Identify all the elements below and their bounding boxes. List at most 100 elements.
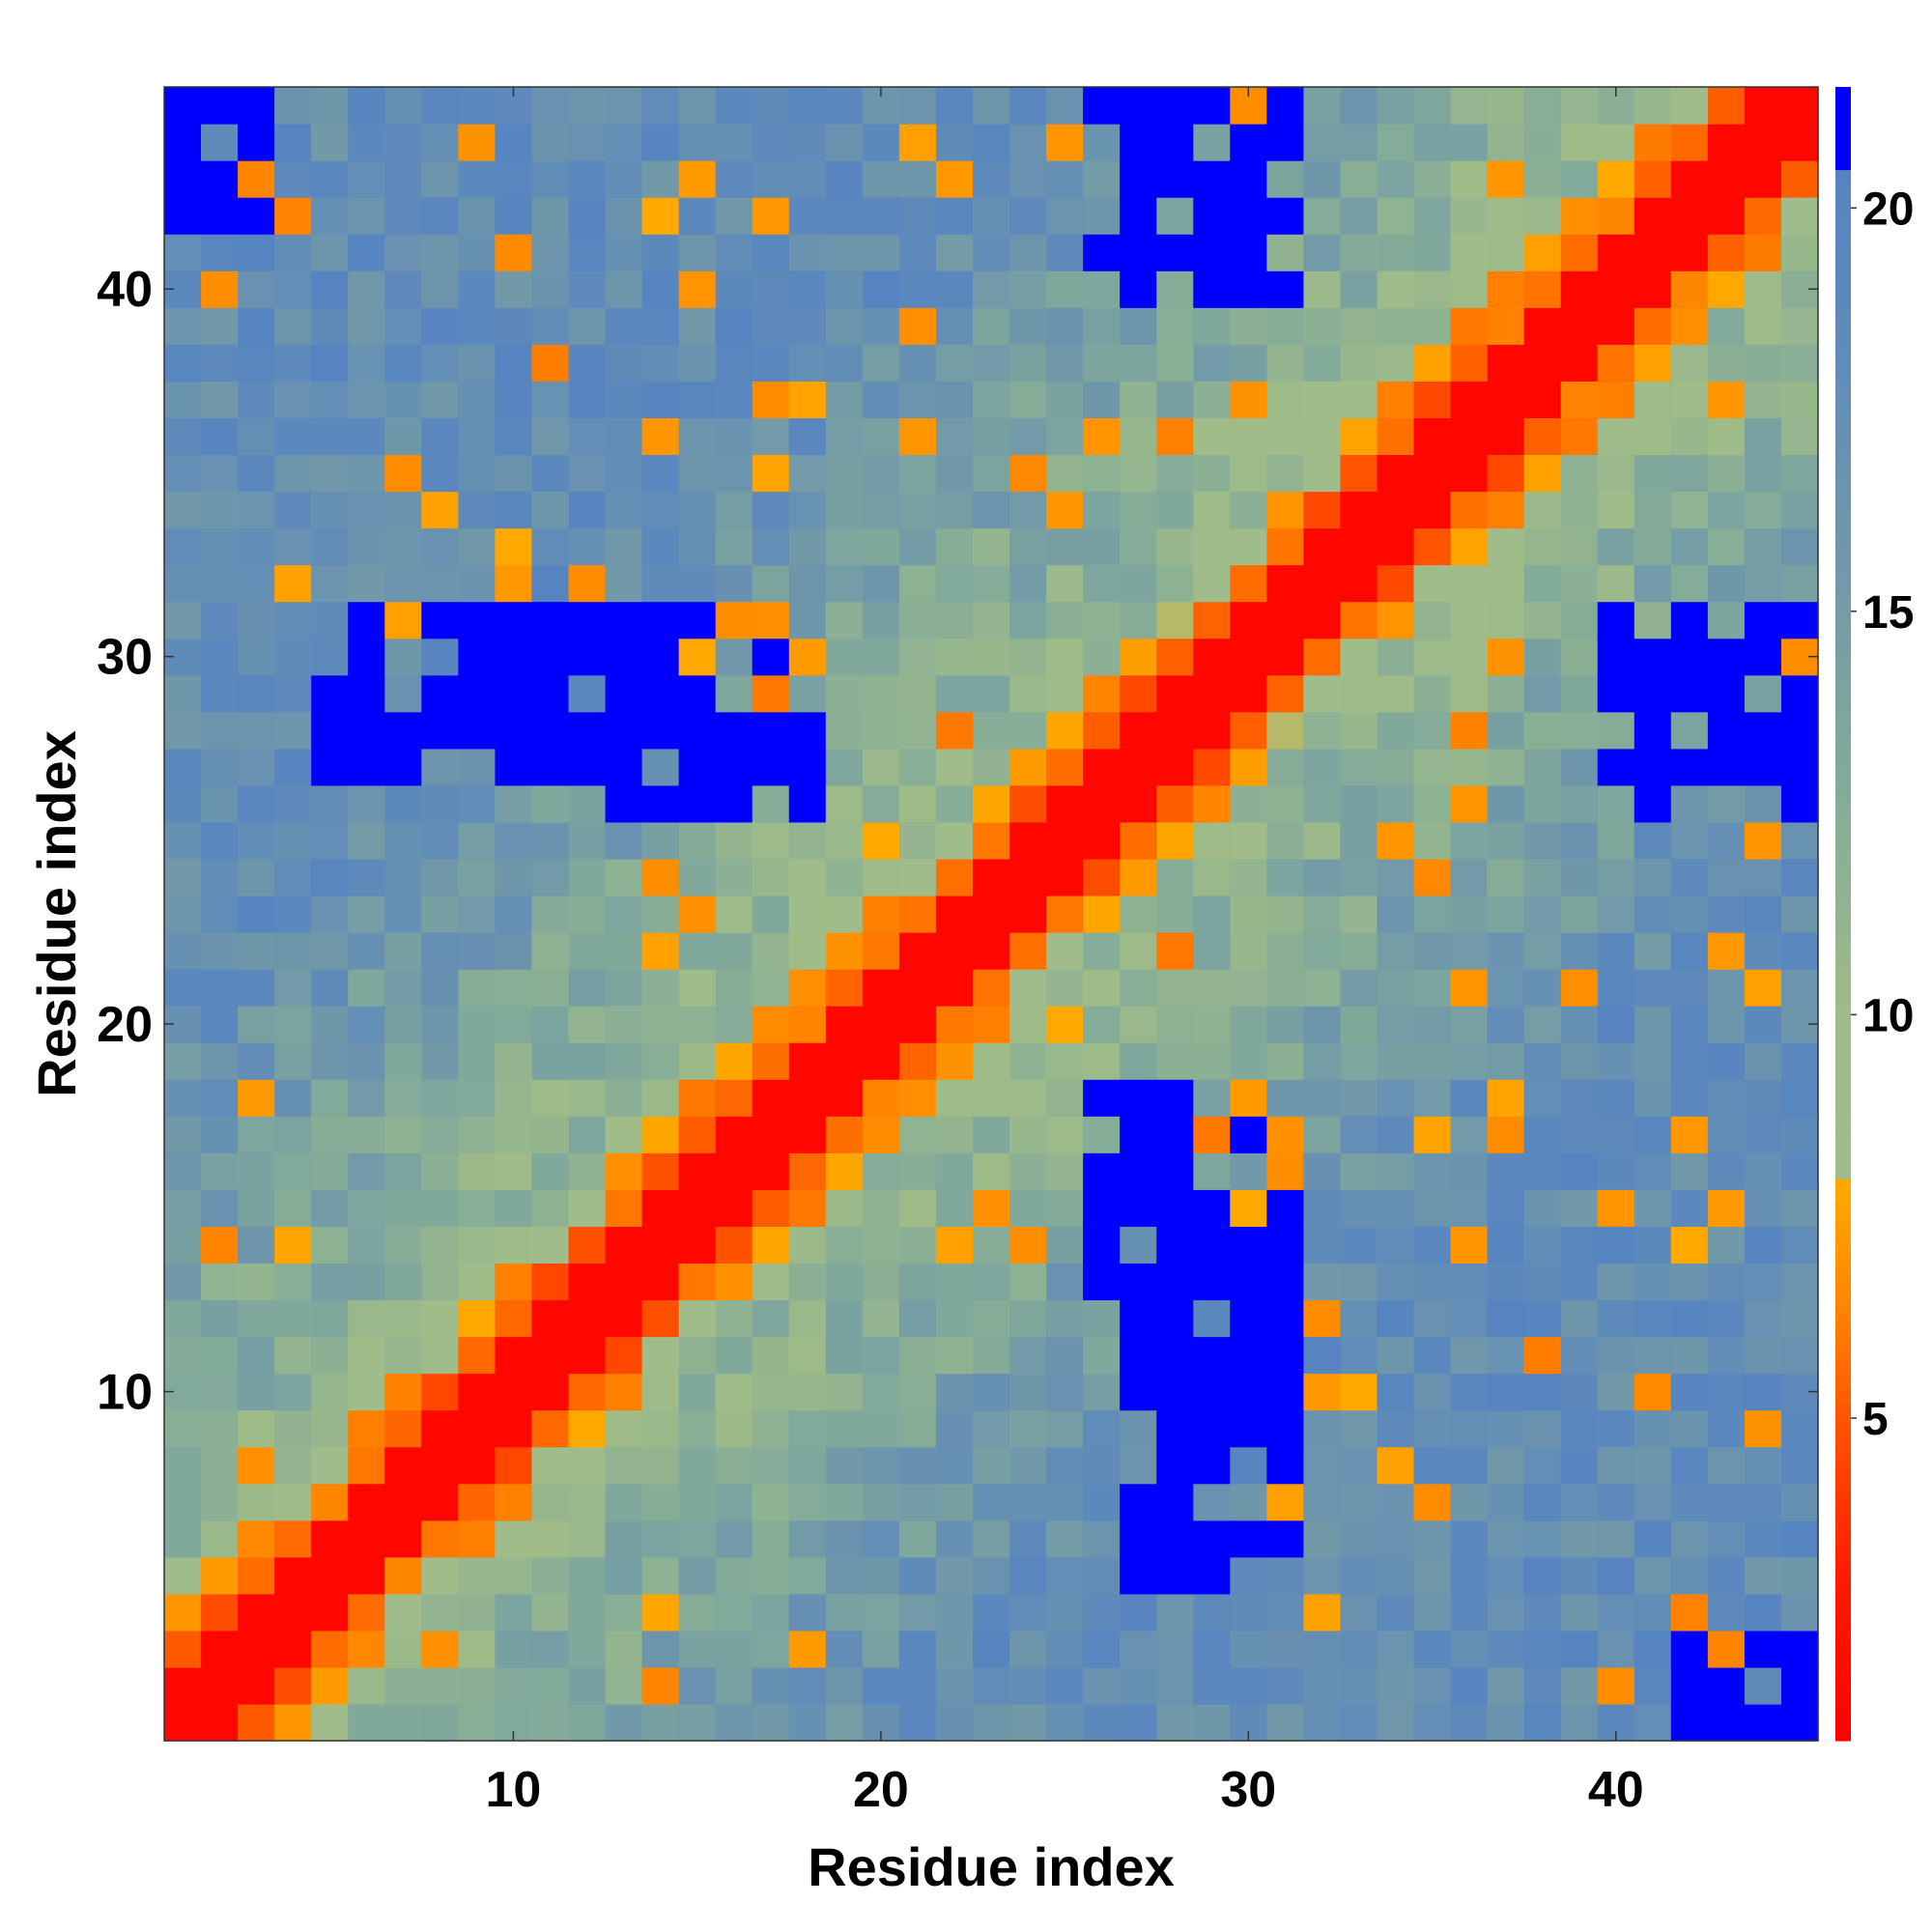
heatmap-cell: [274, 601, 312, 639]
colorbar-segment: [1835, 1070, 1851, 1080]
heatmap-cell: [788, 1630, 827, 1668]
colorbar-segment: [1835, 111, 1851, 121]
heatmap-cell: [1487, 307, 1525, 345]
heatmap-cell: [238, 1079, 275, 1117]
heatmap-cell: [531, 454, 570, 493]
heatmap-cell: [348, 1703, 385, 1742]
heatmap-cell: [788, 160, 827, 198]
heatmap-cell: [348, 234, 385, 271]
heatmap-cell: [1670, 1336, 1709, 1375]
colorbar-segment: [1835, 359, 1851, 369]
heatmap-cell: [1156, 454, 1194, 493]
heatmap-cell: [458, 491, 496, 529]
heatmap-cell: [1413, 417, 1452, 456]
heatmap-cell: [1156, 1336, 1194, 1375]
heatmap-cell: [201, 858, 239, 896]
heatmap-cell: [1340, 307, 1378, 345]
heatmap-cell: [1193, 160, 1231, 198]
heatmap-cell: [201, 674, 239, 713]
heatmap-cell: [421, 1593, 459, 1632]
heatmap-cell: [1450, 784, 1489, 823]
heatmap-cell: [715, 1446, 753, 1485]
heatmap-cell: [605, 527, 643, 566]
heatmap-cell: [1266, 784, 1304, 823]
heatmap-cell: [1744, 1042, 1782, 1080]
heatmap-cell: [972, 1556, 1010, 1595]
heatmap-cell: [1634, 417, 1672, 456]
heatmap-cell: [1560, 234, 1599, 271]
heatmap-cell: [1597, 1446, 1635, 1485]
heatmap-cell: [1193, 601, 1231, 639]
heatmap-cell: [348, 454, 385, 493]
heatmap-cell: [1193, 381, 1231, 418]
heatmap-cell: [678, 491, 717, 529]
heatmap-cell: [1523, 1116, 1562, 1153]
heatmap-cell: [201, 87, 239, 125]
heatmap-cell: [1120, 1116, 1157, 1153]
heatmap-cell: [862, 784, 900, 823]
colorbar-segment: [1835, 442, 1851, 452]
heatmap-cell: [311, 1593, 349, 1632]
heatmap-cell: [641, 895, 680, 933]
colorbar-segment: [1835, 1186, 1851, 1196]
heatmap-cell: [1266, 821, 1304, 860]
heatmap-cell: [1634, 711, 1672, 750]
heatmap-cell: [1413, 381, 1452, 418]
colorbar-segment: [1835, 310, 1851, 320]
heatmap-cell: [1560, 1373, 1599, 1411]
heatmap-cell: [1744, 307, 1782, 345]
heatmap-cell: [458, 1226, 496, 1264]
heatmap-cell: [348, 307, 385, 345]
heatmap-cell: [164, 1593, 202, 1632]
heatmap-cell: [201, 1116, 239, 1153]
heatmap-cell: [568, 711, 607, 750]
heatmap-cell: [1487, 1666, 1525, 1705]
heatmap-cell: [1744, 969, 1782, 1007]
heatmap-cell: [752, 895, 790, 933]
heatmap-cell: [1487, 1556, 1525, 1595]
heatmap-cell: [1120, 748, 1157, 786]
heatmap-cell: [862, 307, 900, 345]
heatmap-cell: [935, 124, 974, 161]
heatmap-cell: [201, 1299, 239, 1338]
colorbar-segment: [1835, 218, 1851, 229]
heatmap-cell: [678, 1520, 717, 1558]
heatmap-cell: [678, 1336, 717, 1375]
heatmap-cell: [862, 1116, 900, 1153]
heatmap-cell: [164, 197, 202, 235]
heatmap-cell: [1413, 858, 1452, 896]
heatmap-cell: [1083, 1630, 1121, 1668]
heatmap-cell: [1340, 197, 1378, 235]
heatmap-cell: [384, 969, 422, 1007]
heatmap-cell: [1487, 1630, 1525, 1668]
heatmap-cell: [348, 527, 385, 566]
heatmap-cell: [1450, 564, 1489, 603]
heatmap-cell: [678, 638, 717, 676]
heatmap-cell: [1303, 124, 1342, 161]
heatmap-cell: [1340, 784, 1378, 823]
heatmap-cell: [1744, 674, 1782, 713]
heatmap-cell: [384, 1042, 422, 1080]
heatmap-cell: [972, 1630, 1010, 1668]
heatmap-cell: [1340, 381, 1378, 418]
heatmap-cell: [972, 1446, 1010, 1485]
colorbar-segment: [1835, 1153, 1851, 1163]
heatmap-cell: [495, 1152, 533, 1190]
heatmap-cell: [1046, 1226, 1084, 1264]
heatmap-cell: [238, 1483, 275, 1521]
heatmap-cell: [311, 344, 349, 382]
colorbar-segment: [1835, 541, 1851, 551]
heatmap-cell: [1670, 1520, 1709, 1558]
heatmap-cell: [238, 1630, 275, 1668]
heatmap-cell: [1523, 1520, 1562, 1558]
heatmap-cell: [715, 417, 753, 456]
heatmap-cell: [1523, 197, 1562, 235]
heatmap-cell: [348, 1226, 385, 1264]
heatmap-cell: [1193, 1373, 1231, 1411]
heatmap-cell: [935, 784, 974, 823]
heatmap-cell: [1009, 491, 1047, 529]
heatmap-cell: [201, 1336, 239, 1375]
heatmap-cell: [752, 821, 790, 860]
heatmap-cell: [201, 197, 239, 235]
